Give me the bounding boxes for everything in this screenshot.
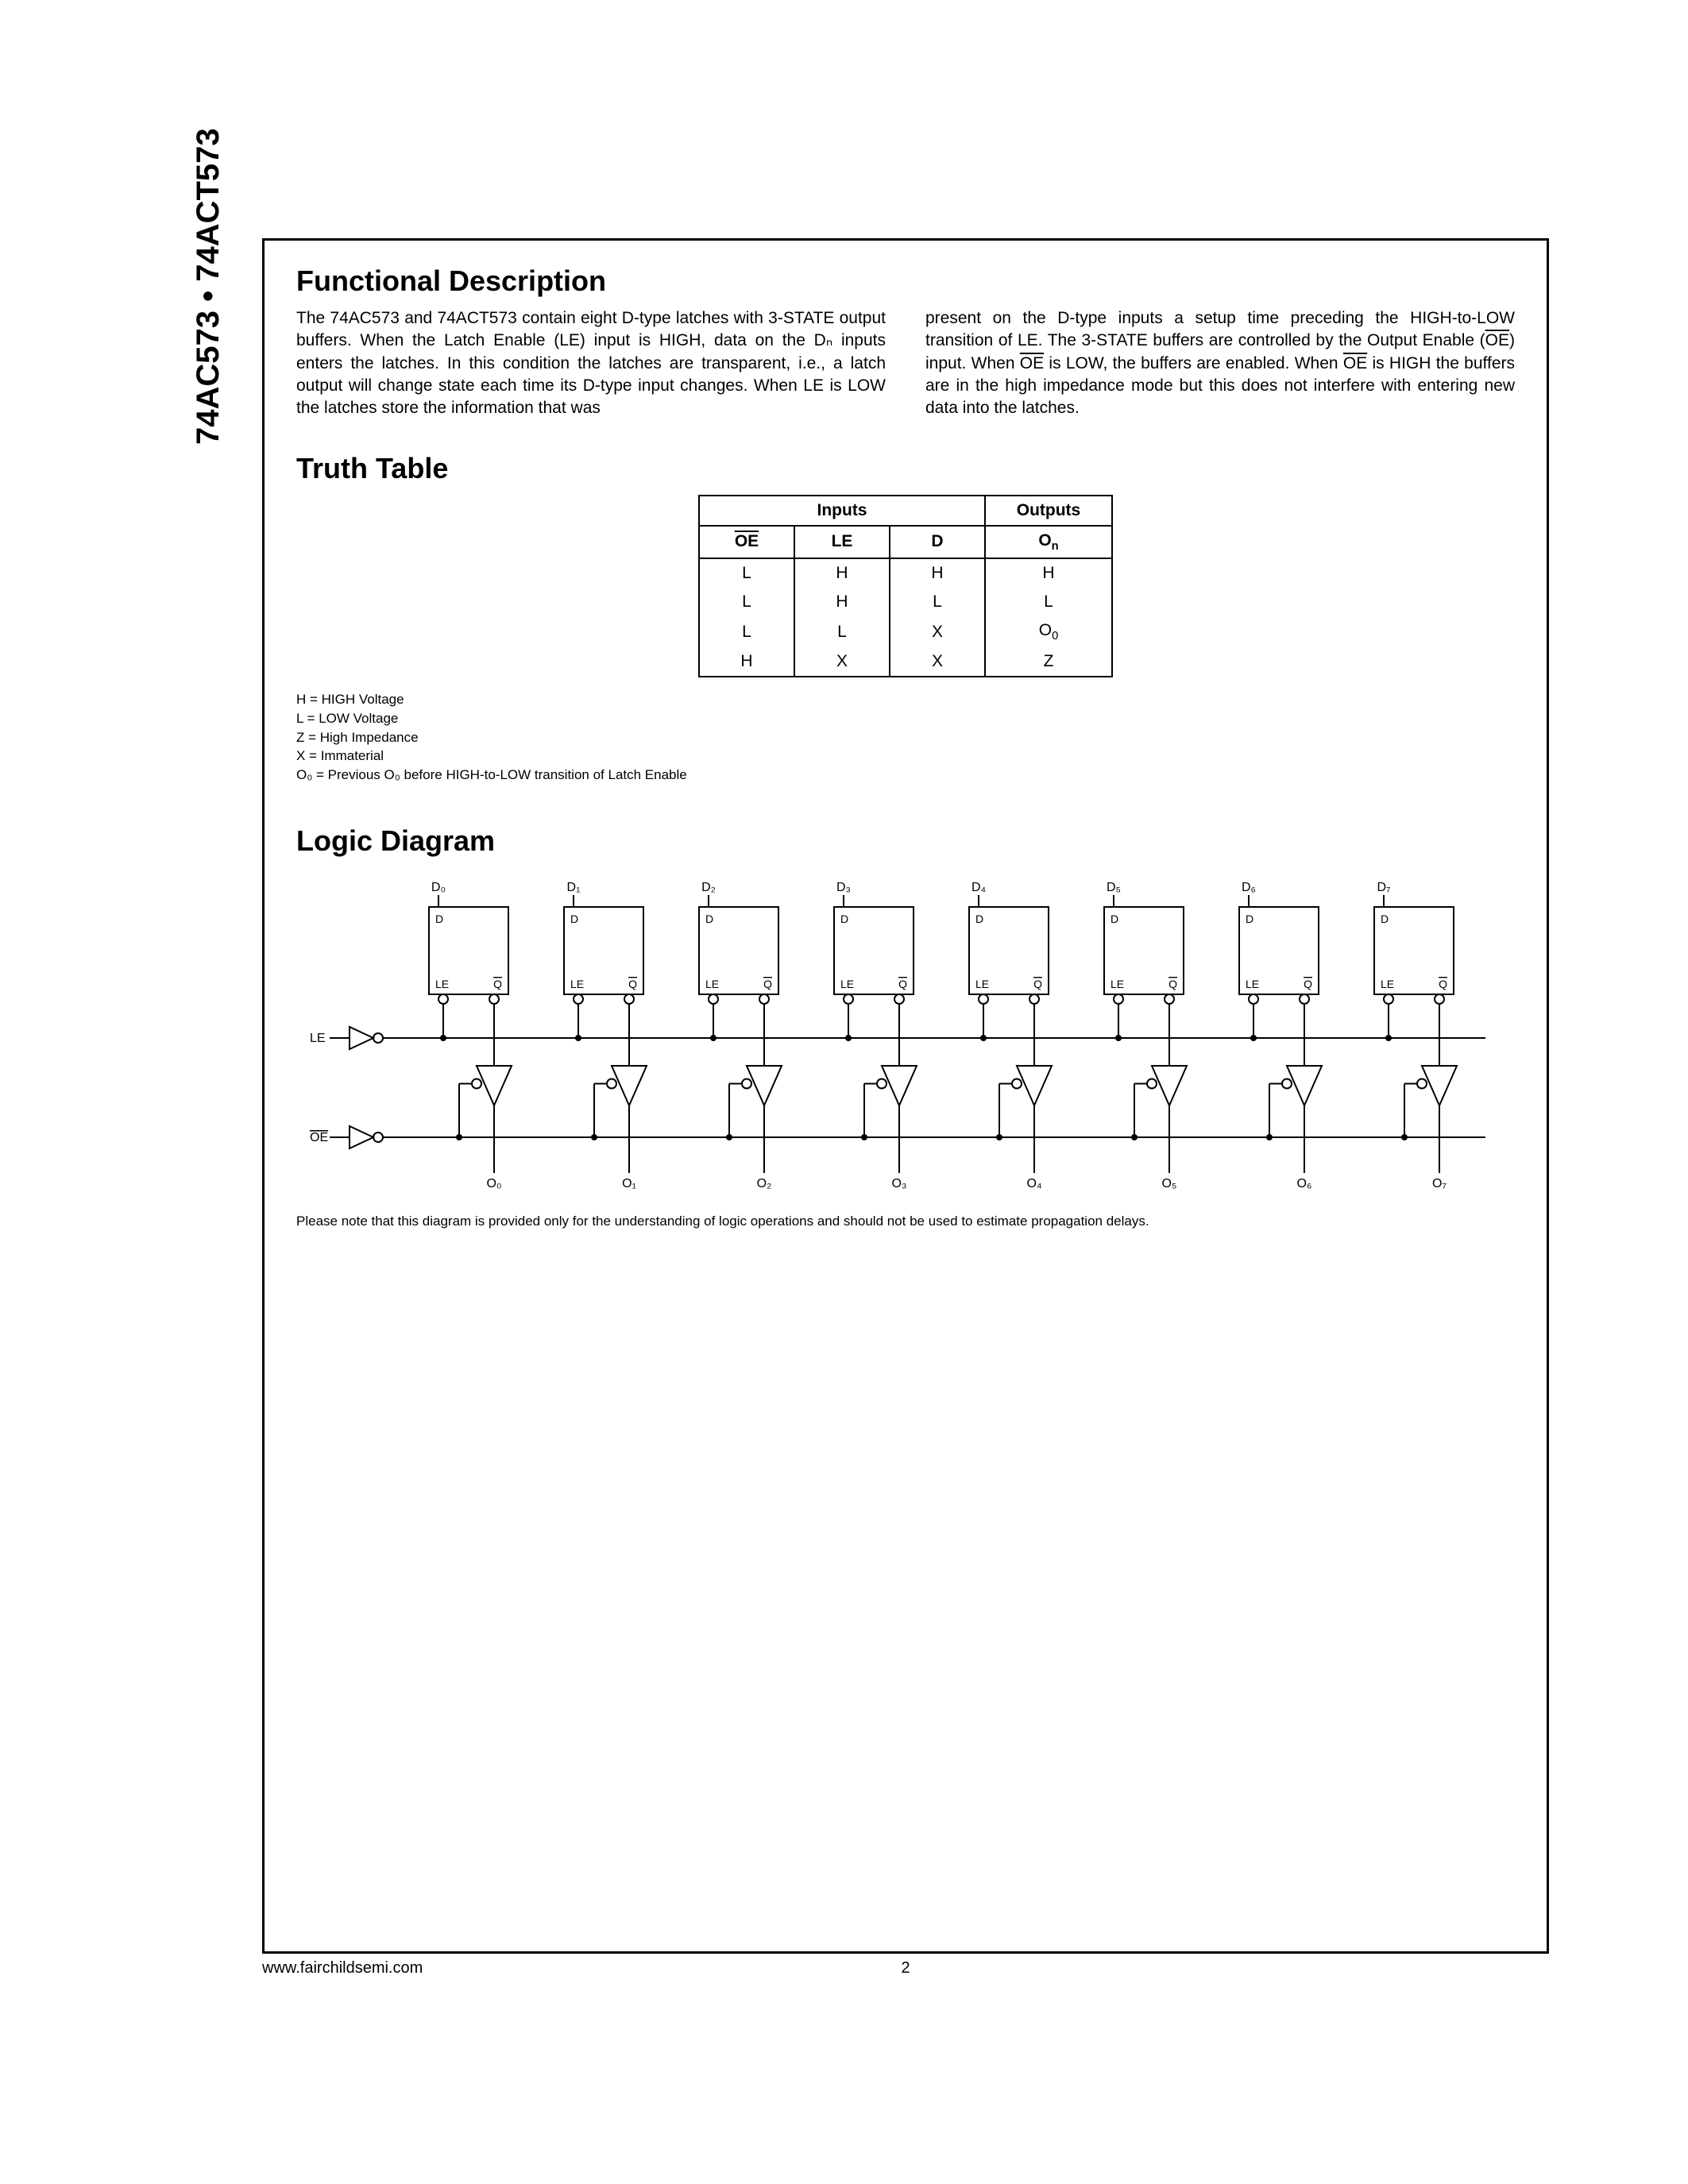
svg-text:Q: Q — [1168, 978, 1177, 990]
truth-header-outputs: Outputs — [985, 496, 1112, 526]
table-row: LHLL — [699, 588, 1112, 616]
page-footer: www.fairchildsemi.com 2 — [262, 1959, 1549, 1978]
functional-col2: present on the D-type inputs a setup tim… — [925, 307, 1515, 420]
svg-text:D: D — [435, 913, 443, 925]
truth-col-oe: OE — [699, 526, 794, 558]
svg-text:OE: OE — [310, 1131, 328, 1144]
svg-text:Q: Q — [628, 978, 637, 990]
truth-table: Inputs Outputs OE LE D On LHHH LHLL LLXO… — [698, 495, 1113, 677]
svg-text:LE: LE — [310, 1032, 326, 1045]
svg-text:D: D — [570, 913, 578, 925]
footer-page-number: 2 — [901, 1959, 910, 1978]
svg-text:LE: LE — [1381, 978, 1394, 990]
svg-text:D: D — [1246, 913, 1253, 925]
svg-text:Q: Q — [898, 978, 907, 990]
logic-diagram-svg: LE OE D₀ D LE Q O₀ D₁ D LE Q O₁ D₂ D LE Q O₂ D₃ D LE Q O₃ D₄ D L… — [302, 867, 1509, 1209]
footer-url: www.fairchildsemi.com — [262, 1959, 423, 1978]
svg-text:O₆: O₆ — [1297, 1177, 1312, 1190]
svg-text:Q: Q — [1304, 978, 1312, 990]
truth-col-on: On — [985, 526, 1112, 558]
logic-diagram-note: Please note that this diagram is provide… — [296, 1214, 1515, 1229]
svg-text:D₂: D₂ — [701, 881, 716, 894]
svg-text:LE: LE — [975, 978, 989, 990]
logic-diagram-heading: Logic Diagram — [296, 824, 1515, 858]
svg-text:LE: LE — [705, 978, 719, 990]
truth-table-heading: Truth Table — [296, 452, 1515, 485]
svg-text:LE: LE — [1246, 978, 1259, 990]
svg-text:Q: Q — [763, 978, 772, 990]
side-part-number: 74AC573 • 74ACT573 — [191, 128, 226, 445]
svg-text:D: D — [975, 913, 983, 925]
svg-text:D₅: D₅ — [1107, 881, 1121, 894]
logic-diagram-container: LE OE D₀ D LE Q O₀ D₁ D LE Q O₁ D₂ D LE Q O₂ D₃ D LE Q O₃ D₄ D L… — [296, 867, 1515, 1229]
svg-text:D: D — [1111, 913, 1118, 925]
svg-text:O₃: O₃ — [892, 1177, 907, 1190]
svg-text:LE: LE — [840, 978, 854, 990]
functional-col1: The 74AC573 and 74ACT573 contain eight D… — [296, 307, 886, 420]
svg-text:O₅: O₅ — [1162, 1177, 1177, 1190]
truth-col-d: D — [890, 526, 985, 558]
svg-text:D₀: D₀ — [431, 881, 446, 894]
svg-text:O₇: O₇ — [1432, 1177, 1447, 1190]
functional-description-heading: Functional Description — [296, 264, 1515, 298]
truth-header-inputs: Inputs — [699, 496, 985, 526]
truth-table-legend: H = HIGH Voltage L = LOW Voltage Z = Hig… — [296, 690, 1515, 785]
svg-text:Q: Q — [493, 978, 502, 990]
svg-text:LE: LE — [570, 978, 584, 990]
svg-text:LE: LE — [435, 978, 449, 990]
svg-text:LE: LE — [1111, 978, 1124, 990]
table-row: LHHH — [699, 558, 1112, 588]
svg-text:D₁: D₁ — [567, 881, 581, 894]
svg-text:D₃: D₃ — [836, 881, 851, 894]
svg-text:O₀: O₀ — [486, 1177, 501, 1190]
truth-table-container: Inputs Outputs OE LE D On LHHH LHLL LLXO… — [296, 495, 1515, 677]
svg-text:D₄: D₄ — [971, 881, 986, 894]
functional-description-text: The 74AC573 and 74ACT573 contain eight D… — [296, 307, 1515, 420]
table-row: LLXO0 — [699, 616, 1112, 647]
table-row: HXXZ — [699, 647, 1112, 677]
page-border: Functional Description The 74AC573 and 7… — [262, 238, 1549, 1954]
svg-text:D₇: D₇ — [1377, 881, 1390, 894]
svg-text:D: D — [1381, 913, 1389, 925]
svg-text:D: D — [840, 913, 848, 925]
truth-col-le: LE — [794, 526, 890, 558]
svg-text:Q: Q — [1033, 978, 1042, 990]
svg-text:O₄: O₄ — [1027, 1177, 1042, 1190]
svg-text:Q: Q — [1439, 978, 1447, 990]
svg-text:O₂: O₂ — [757, 1177, 772, 1190]
svg-text:O₁: O₁ — [622, 1177, 636, 1190]
svg-text:D: D — [705, 913, 713, 925]
svg-text:D₆: D₆ — [1242, 881, 1256, 894]
